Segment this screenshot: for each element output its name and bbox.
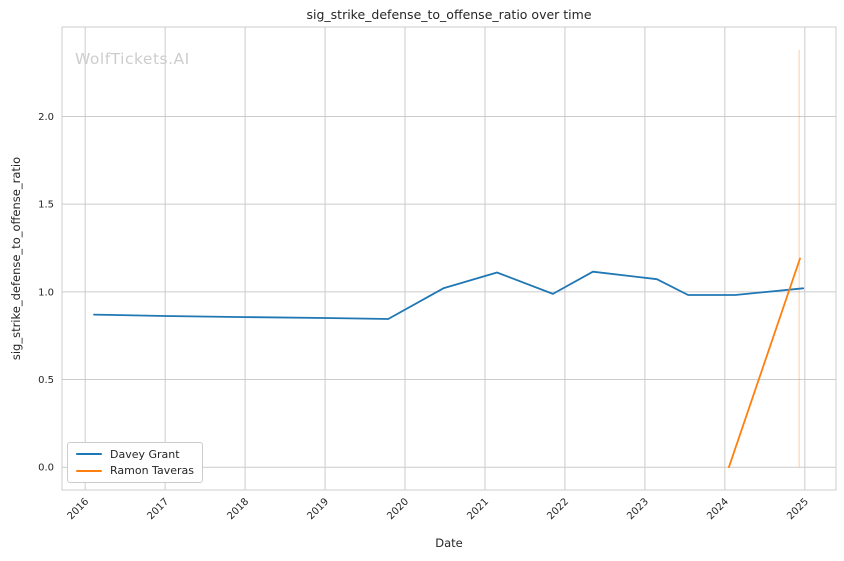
y-tick-label: 1.5 (38, 200, 54, 211)
legend-line-swatch-blue (76, 453, 102, 456)
series-line-0 (93, 270, 805, 320)
legend-label: Davey Grant (110, 447, 180, 461)
legend-label: Ramon Taveras (110, 464, 194, 478)
x-tick-label: 2016 (66, 496, 92, 522)
legend-item-davey-grant: Davey Grant (76, 448, 194, 461)
x-tick-label: 2025 (785, 496, 811, 522)
legend-line-swatch-orange (76, 469, 102, 472)
legend: Davey Grant Ramon Taveras (67, 442, 203, 483)
y-tick-label: 0.5 (38, 375, 54, 386)
plot-border (61, 26, 837, 491)
x-tick-label: 2022 (545, 496, 571, 522)
watermark: WolfTickets.AI (75, 50, 190, 68)
x-tick-label: 2017 (145, 496, 171, 522)
y-tick-label: 1.0 (38, 287, 54, 298)
x-tick-label: 2023 (625, 496, 651, 522)
y-tick-label: 2.0 (38, 112, 54, 123)
y-tick-label: 0.0 (38, 463, 54, 474)
x-tick-label: 2021 (465, 496, 491, 522)
y-axis-label: sig_strike_defense_to_offense_ratio (9, 156, 23, 361)
x-tick-label: 2020 (385, 496, 411, 522)
x-tick-label: 2018 (225, 496, 251, 522)
x-axis-label: Date (435, 536, 463, 550)
x-tick-label: 2024 (705, 496, 731, 522)
x-tick-label: 2019 (305, 496, 331, 522)
chart-title: sig_strike_defense_to_offense_ratio over… (306, 7, 592, 22)
legend-item-ramon-taveras: Ramon Taveras (76, 464, 194, 477)
series-line-1 (728, 257, 801, 469)
